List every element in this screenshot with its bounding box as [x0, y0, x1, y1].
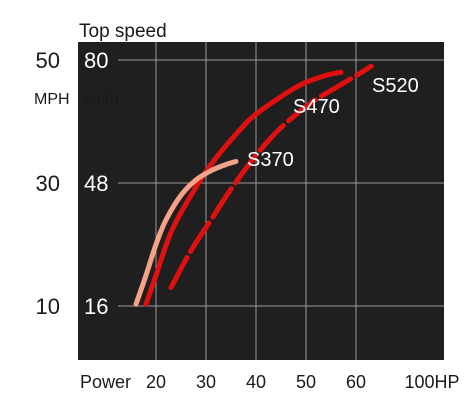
y-unit-kmh: km/h: [84, 91, 119, 108]
grid-lines: [118, 42, 444, 360]
x-tick-100: 100HP: [404, 372, 459, 392]
series-label-s370: S370: [247, 149, 294, 171]
y-tick-labels: 10 16 30 48 50 80: [36, 48, 109, 319]
x-tick-labels: 20 30 40 50 60 100HP: [146, 372, 460, 392]
chart-background: [78, 42, 444, 360]
y-tick-kmh-16: 16: [84, 294, 108, 319]
x-tick-60: 60: [346, 372, 366, 392]
series-label-s520: S520: [372, 75, 419, 97]
x-axis-label: Power: [80, 372, 131, 392]
x-tick-50: 50: [296, 372, 316, 392]
chart-title: Top speed: [79, 21, 167, 42]
series-labels: S370 S470 S520: [247, 75, 419, 171]
y-tick-mph-10: 10: [36, 294, 60, 319]
y-tick-kmh-80: 80: [84, 48, 108, 73]
y-tick-kmh-48: 48: [84, 171, 108, 196]
series-curves: [133, 63, 374, 307]
series-line-s370: [133, 159, 239, 307]
series-line-s470: [143, 69, 344, 307]
x-tick-40: 40: [246, 372, 266, 392]
x-tick-20: 20: [146, 372, 166, 392]
y-unit-mph: MPH: [34, 91, 70, 108]
x-tick-30: 30: [196, 372, 216, 392]
series-label-s470: S470: [293, 96, 340, 118]
y-tick-mph-50: 50: [36, 48, 60, 73]
series-line-s520: [168, 63, 374, 291]
y-tick-mph-30: 30: [36, 171, 60, 196]
